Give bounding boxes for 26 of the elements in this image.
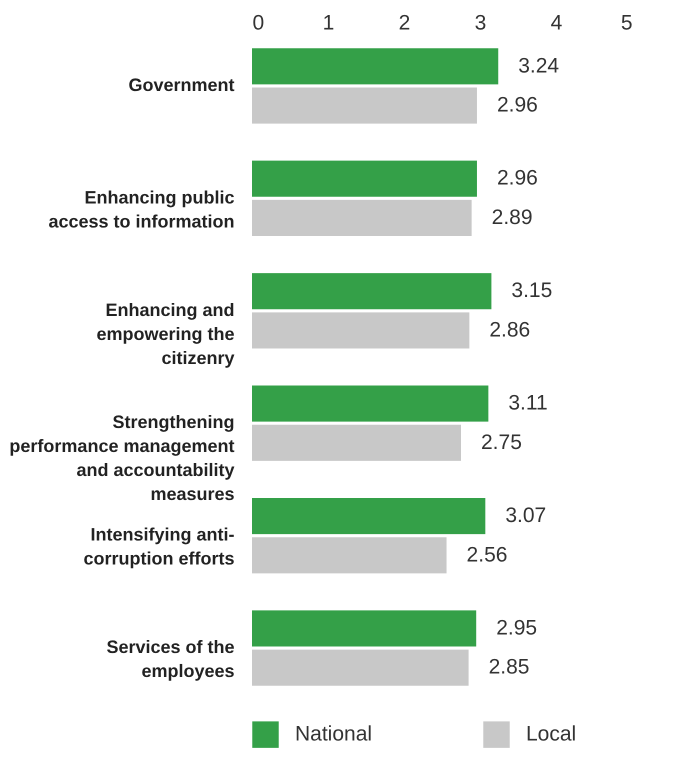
legend-label: National [295, 722, 372, 746]
data-label: 2.96 [496, 94, 538, 117]
y-tick-label: Government [128, 74, 234, 95]
data-label: 2.89 [492, 206, 533, 229]
data-label: 2.96 [496, 166, 538, 190]
data-label: 2.86 [489, 318, 530, 342]
data-label: 2.56 [466, 543, 508, 566]
x-tick-label: 4 [550, 12, 563, 34]
x-tick-label: 3 [474, 12, 486, 34]
x-tick-label: 1 [322, 12, 334, 34]
data-label: 3.07 [505, 504, 546, 528]
data-label: 2.85 [488, 656, 530, 679]
x-tick-label: 2 [398, 12, 410, 34]
x-tick-label: 0 [252, 12, 264, 34]
data-label: 3.24 [518, 54, 560, 78]
data-label: 3.15 [511, 279, 552, 302]
legend-label: Local [526, 722, 576, 746]
data-label: 2.75 [481, 430, 522, 454]
y-tick-label: Enhancing and empowering the citizenry [96, 300, 234, 368]
data-label: 2.95 [496, 616, 538, 640]
data-label: 3.11 [508, 392, 548, 415]
x-tick-label: 5 [620, 12, 632, 34]
y-tick-label: Strengthening performance management and accountability measures [9, 412, 234, 504]
y-tick-label: Intensifying anti-corruption efforts [84, 524, 235, 569]
y-tick-label: Services of the employees [106, 637, 234, 682]
y-tick-label: Enhancing public access to information [48, 187, 234, 232]
